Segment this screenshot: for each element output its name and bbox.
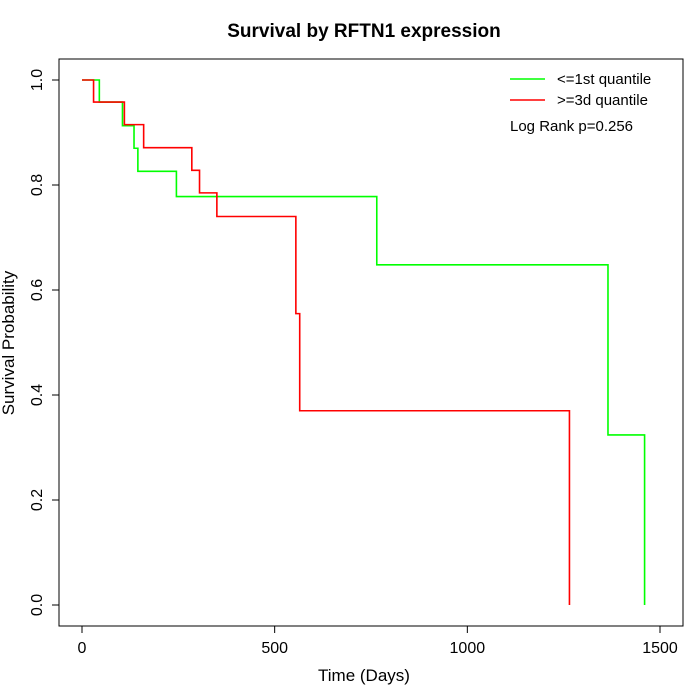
y-tick-label: 0.2 bbox=[29, 489, 46, 511]
y-tick-label: 0.4 bbox=[29, 384, 46, 406]
x-tick-label: 1500 bbox=[642, 640, 678, 657]
legend: <=1st quantile >=3d quantile bbox=[510, 71, 651, 109]
y-tick-label: 1.0 bbox=[29, 69, 46, 91]
legend-label: >=3d quantile bbox=[557, 92, 648, 109]
x-tick-label: 0 bbox=[78, 640, 87, 657]
y-tick-label: 0.0 bbox=[29, 594, 46, 616]
legend-label: <=1st quantile bbox=[557, 71, 651, 88]
plot-frame bbox=[58, 58, 684, 627]
x-axis-label: Time (Days) bbox=[318, 666, 410, 685]
y-tick-label: 0.6 bbox=[29, 279, 46, 301]
series-line-2 bbox=[82, 79, 571, 605]
x-axis: 0 500 1000 1500 bbox=[78, 626, 678, 657]
series-layer bbox=[82, 79, 646, 605]
y-tick-label: 0.8 bbox=[29, 174, 46, 196]
series-line-1 bbox=[82, 79, 646, 605]
y-axis: 0.0 0.2 0.4 0.6 0.8 1.0 bbox=[29, 69, 59, 616]
log-rank-annotation: Log Rank p=0.256 bbox=[510, 118, 633, 135]
chart-title: Survival by RFTN1 expression bbox=[227, 21, 501, 42]
x-tick-label: 500 bbox=[261, 640, 288, 657]
y-axis-label: Survival Probability bbox=[0, 270, 18, 415]
x-tick-label: 1000 bbox=[450, 640, 486, 657]
